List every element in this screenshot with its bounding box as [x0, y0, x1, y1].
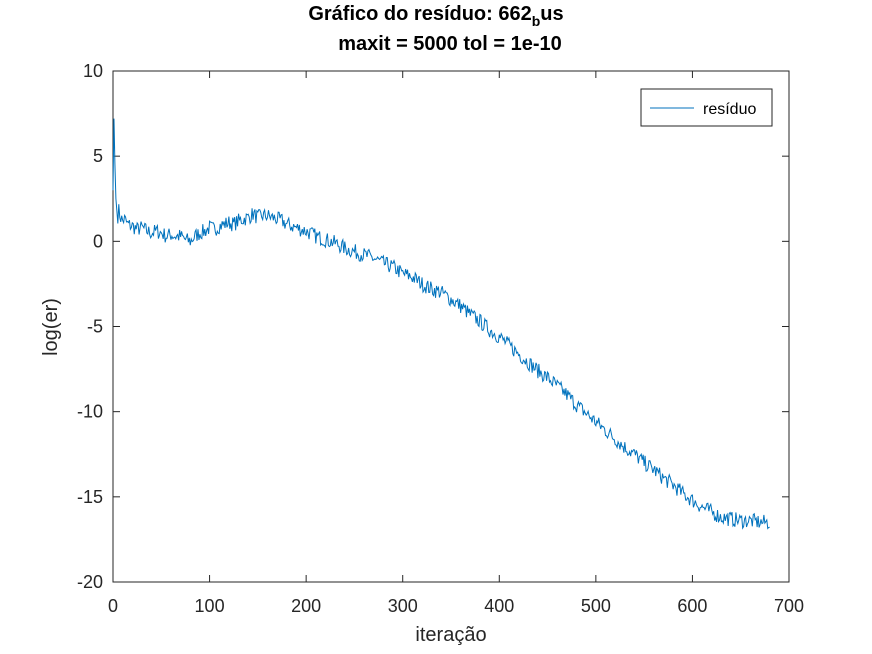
y-axis-label: log(er) — [40, 298, 62, 356]
legend: resíduo — [640, 88, 773, 127]
title-subscript: b — [532, 13, 541, 29]
plot-area: 0 100 200 300 400 500 600 700 10 5 0 -5 -10 -15 -20 — [77, 61, 804, 616]
y-tick-label: -5 — [87, 317, 103, 337]
title-line-1: Gráfico do resíduo: 662bus — [308, 3, 563, 29]
y-tick-label: 0 — [93, 231, 103, 251]
x-tick-label: 400 — [484, 596, 514, 616]
y-tick-label: -20 — [77, 572, 103, 592]
y-tick-label: 10 — [83, 61, 103, 81]
y-tick-label: -15 — [77, 487, 103, 507]
axes-box — [112, 70, 790, 583]
y-axis-ticks: 10 5 0 -5 -10 -15 -20 — [77, 61, 789, 592]
y-tick-label: -10 — [77, 402, 103, 422]
x-tick-label: 200 — [291, 596, 321, 616]
x-axis-label: iteração — [415, 624, 486, 646]
chart-subtitle: maxit = 5000 tol = 1e-10 — [338, 33, 561, 55]
x-tick-label: 500 — [581, 596, 611, 616]
x-axis-ticks: 0 100 200 300 400 500 600 700 — [108, 71, 804, 616]
x-tick-label: 300 — [388, 596, 418, 616]
title-suffix: us — [540, 3, 563, 25]
x-tick-label: 600 — [677, 596, 707, 616]
x-tick-label: 100 — [195, 596, 225, 616]
legend-label-residuo: resíduo — [703, 101, 756, 118]
chart-title: Gráfico do resíduo: 662bus maxit = 5000 … — [308, 3, 563, 55]
title-main: Gráfico do resíduo: 662 — [308, 3, 531, 25]
series-line-residuo — [112, 118, 770, 530]
x-tick-label: 0 — [108, 596, 118, 616]
x-tick-label: 700 — [774, 596, 804, 616]
y-tick-label: 5 — [93, 146, 103, 166]
